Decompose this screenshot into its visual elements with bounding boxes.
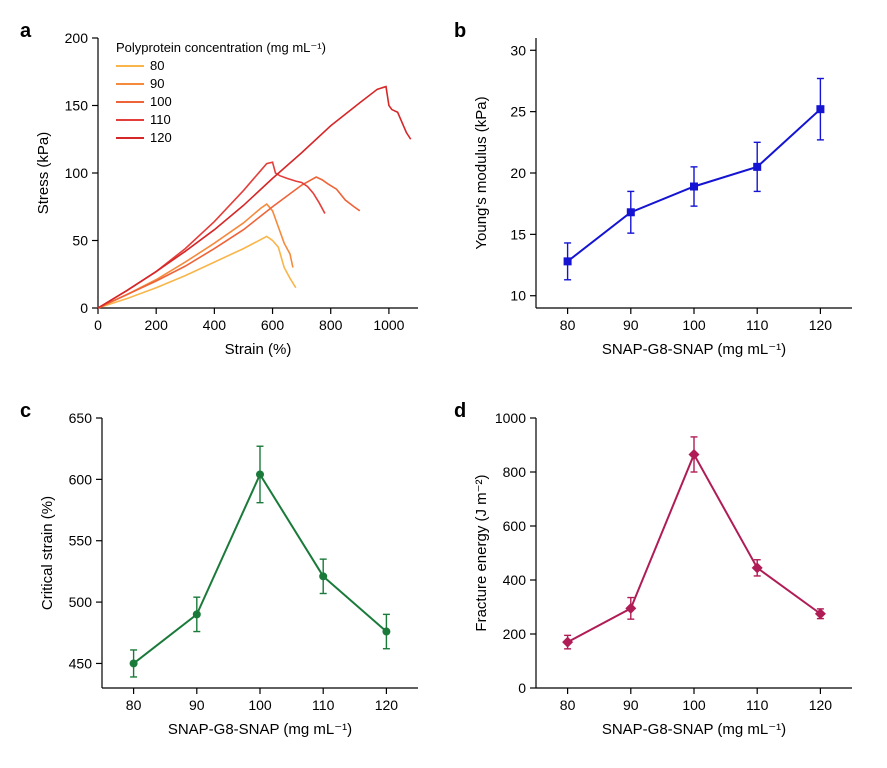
chart-d: 80 90 100 110 120 0 200 400 600 800 1000 SNAP-G8-SN… xyxy=(454,400,868,750)
svg-text:600: 600 xyxy=(261,317,285,333)
chart-b: 80 90 100 110 120 10 15 20 25 30 SNAP-G8-SNAP (mg … xyxy=(454,20,868,370)
svg-text:200: 200 xyxy=(503,626,527,642)
svg-text:Strain (%): Strain (%) xyxy=(225,341,292,358)
svg-text:150: 150 xyxy=(65,98,89,114)
svg-text:Fracture energy (J m⁻²): Fracture energy (J m⁻²) xyxy=(473,474,490,631)
svg-text:550: 550 xyxy=(69,533,93,549)
svg-text:110: 110 xyxy=(312,697,335,713)
panel-a: a 0 200 400 600 800 1000 0 50 100 150 200 Strain (%… xyxy=(20,20,434,370)
svg-text:100: 100 xyxy=(248,697,272,713)
panel-c: c 80 90 100 110 120 450 500 550 600 650 SNAP-G8-SN… xyxy=(20,400,434,750)
panel-label-b: b xyxy=(454,20,466,43)
svg-text:120: 120 xyxy=(150,130,172,145)
svg-text:SNAP-G8-SNAP (mg mL⁻¹): SNAP-G8-SNAP (mg mL⁻¹) xyxy=(602,721,786,738)
svg-text:30: 30 xyxy=(510,42,526,58)
svg-text:80: 80 xyxy=(560,697,576,713)
svg-text:90: 90 xyxy=(623,697,639,713)
svg-text:110: 110 xyxy=(746,317,769,333)
svg-text:100: 100 xyxy=(682,317,706,333)
svg-text:450: 450 xyxy=(69,655,93,671)
panel-d: d 80 90 100 110 120 0 200 400 600 800 1000 SNAP-G8-… xyxy=(454,400,868,750)
svg-text:0: 0 xyxy=(94,317,102,333)
svg-text:10: 10 xyxy=(510,288,526,304)
svg-text:80: 80 xyxy=(126,697,142,713)
svg-text:25: 25 xyxy=(510,104,526,120)
svg-text:400: 400 xyxy=(503,572,527,588)
svg-text:SNAP-G8-SNAP (mg mL⁻¹): SNAP-G8-SNAP (mg mL⁻¹) xyxy=(168,721,352,738)
svg-text:1000: 1000 xyxy=(373,317,404,333)
svg-text:0: 0 xyxy=(518,680,526,696)
svg-text:110: 110 xyxy=(150,112,171,127)
svg-text:400: 400 xyxy=(203,317,227,333)
svg-text:20: 20 xyxy=(510,165,526,181)
svg-text:110: 110 xyxy=(746,697,769,713)
svg-text:90: 90 xyxy=(623,317,639,333)
figure-grid: a 02004006008001000050100150200Strain (%… xyxy=(20,20,867,748)
svg-text:600: 600 xyxy=(69,471,93,487)
svg-text:15: 15 xyxy=(510,226,526,242)
svg-text:650: 650 xyxy=(69,410,93,426)
panel-label-d: d xyxy=(454,400,466,423)
svg-text:Stress (kPa): Stress (kPa) xyxy=(35,132,52,215)
svg-text:100: 100 xyxy=(682,697,706,713)
svg-text:80: 80 xyxy=(150,58,164,73)
svg-text:0: 0 xyxy=(80,300,88,316)
svg-text:1000: 1000 xyxy=(495,410,526,426)
svg-text:SNAP-G8-SNAP (mg mL⁻¹): SNAP-G8-SNAP (mg mL⁻¹) xyxy=(602,341,786,358)
svg-text:90: 90 xyxy=(150,76,164,91)
svg-text:Polyprotein concentration (mg: Polyprotein concentration (mg mL⁻¹) xyxy=(116,40,326,55)
svg-text:100: 100 xyxy=(65,165,89,181)
panel-b: b 80 90 100 110 120 10 15 20 25 30 SNAP-G8-SNAP (m… xyxy=(454,20,868,370)
svg-text:200: 200 xyxy=(65,30,89,46)
svg-text:50: 50 xyxy=(72,233,88,249)
svg-text:200: 200 xyxy=(145,317,169,333)
chart-a: 0 200 400 600 800 1000 0 50 100 150 200 Strain (%) S… xyxy=(20,20,434,370)
svg-text:80: 80 xyxy=(560,317,576,333)
svg-text:Critical strain (%): Critical strain (%) xyxy=(39,496,56,610)
svg-text:500: 500 xyxy=(69,594,93,610)
svg-text:600: 600 xyxy=(503,518,527,534)
svg-text:120: 120 xyxy=(375,697,399,713)
chart-c: 80 90 100 110 120 450 500 550 600 650 SNAP-G8-SNAP… xyxy=(20,400,434,750)
svg-text:90: 90 xyxy=(189,697,205,713)
svg-text:120: 120 xyxy=(809,697,833,713)
svg-text:100: 100 xyxy=(150,94,172,109)
svg-text:Young's modulus (kPa): Young's modulus (kPa) xyxy=(473,96,490,249)
svg-text:120: 120 xyxy=(809,317,833,333)
svg-text:800: 800 xyxy=(319,317,343,333)
svg-text:800: 800 xyxy=(503,464,527,480)
panel-label-a: a xyxy=(20,20,31,43)
panel-label-c: c xyxy=(20,400,31,423)
